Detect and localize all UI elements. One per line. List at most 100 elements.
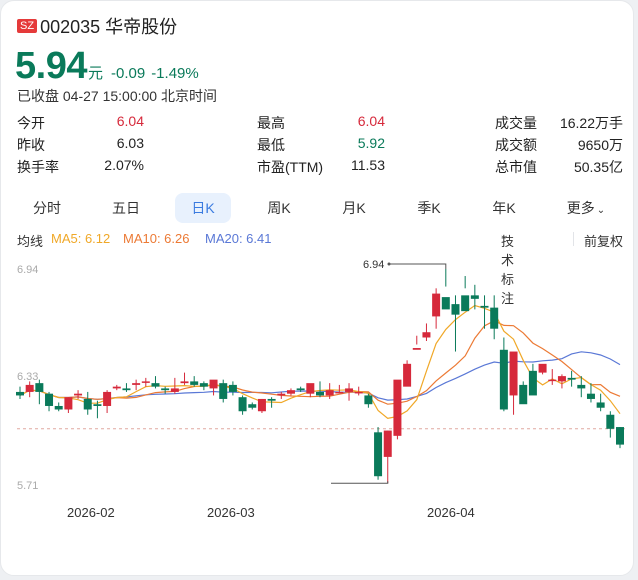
stat-value: 11.53 (351, 157, 385, 173)
candle-body (228, 384, 237, 392)
candle-body (151, 383, 160, 387)
tab-more[interactable]: 更多 ⌄ (556, 193, 616, 223)
stat-label: 最高 (257, 115, 285, 131)
stat-label: 成交额 (495, 137, 537, 153)
y-tick-label: 6.33 (17, 371, 38, 383)
stats-grid: 今开 6.04 最高 6.04 成交量 16.22万手 昨收 6.03 最低 5… (17, 113, 623, 179)
stat-label: 昨收 (17, 137, 45, 153)
stock-title[interactable]: 002035 华帝股份 (40, 17, 178, 37)
candle-body (490, 307, 499, 329)
candle-body (422, 332, 431, 338)
stats-row: 昨收 6.03 最低 5.92 成交额 9650万 (17, 135, 623, 157)
x-tick-label: 2026-04 (427, 505, 475, 520)
candle-body (296, 388, 305, 391)
candle-body (219, 383, 228, 399)
adjust-toggle[interactable]: 前复权 (584, 234, 624, 249)
y-tick-label: 5.71 (17, 480, 38, 492)
candle-body (451, 304, 460, 315)
tab-five-day[interactable]: 五日 (112, 200, 140, 216)
low-marker-line (331, 481, 389, 484)
tech-annotation-label: 技术标注 (501, 234, 515, 306)
candle-body (122, 388, 131, 391)
exchange-badge: SZ (17, 19, 38, 33)
ma5-value: MA5: 6.12 (51, 231, 111, 246)
candle-body (238, 397, 247, 412)
candle-body (248, 404, 257, 408)
candle-body (306, 383, 315, 394)
candle-body (54, 405, 63, 410)
candle-body (180, 381, 189, 384)
candle-body (393, 379, 402, 436)
candle-body (345, 388, 354, 392)
candle-body (383, 430, 392, 457)
kline-chart[interactable]: 6.94 6.33 5.71 6.94 (1, 253, 635, 503)
chevron-down-icon: ⌄ (596, 205, 606, 216)
price-unit: 元 (87, 65, 103, 82)
stats-row: 换手率 2.07% 市盈(TTM) 11.53 总市值 50.35亿 (17, 157, 623, 179)
candle-body (528, 370, 537, 396)
candle-body (586, 393, 595, 399)
high-marker-label: 6.94 (363, 259, 384, 271)
price-change-pct: -1.49% (151, 65, 199, 82)
ma20-value: MA20: 6.41 (205, 231, 272, 246)
price-row: 5.94 元 -0.09 -1.49% (15, 45, 199, 88)
candle-body (141, 381, 150, 383)
stat-value: 6.04 (357, 113, 385, 129)
candle-body (364, 395, 373, 405)
candle-body (557, 376, 566, 382)
candle-body (161, 388, 170, 391)
candle-body (461, 295, 470, 312)
market-status: 已收盘 04-27 15:00:00 北京时间 (17, 88, 217, 104)
candle-body (538, 363, 547, 373)
candle-body (412, 348, 421, 350)
candle-body (74, 393, 83, 396)
tab-weekly-k[interactable]: 周K (267, 200, 291, 216)
candle-body (441, 297, 450, 310)
candle-body (103, 391, 112, 406)
stat-value: 5.92 (357, 135, 385, 151)
candle-body (519, 384, 528, 405)
x-tick-label: 2026-03 (207, 505, 255, 520)
candle-body (170, 388, 179, 392)
candle-body (509, 351, 518, 396)
candle-body (567, 377, 576, 380)
tab-yearly-k[interactable]: 年K (492, 200, 516, 216)
stat-value: 6.03 (116, 135, 144, 151)
candle-body (16, 391, 24, 396)
candle-body (25, 384, 34, 392)
ma-legend: 均线 MA5: 6.12 MA10: 6.26 MA20: 6.41 ⌣ 技术标… (17, 231, 625, 306)
stat-value: 2.07% (104, 157, 144, 173)
ma-label: 均线 (17, 234, 44, 249)
candle-body (45, 393, 54, 406)
candle-body (190, 381, 199, 385)
stat-label: 成交量 (495, 115, 537, 131)
stat-label: 最低 (257, 137, 285, 153)
candle-body (83, 398, 92, 410)
tab-monthly-k[interactable]: 月K (342, 200, 366, 216)
tab-daily-k[interactable]: 日K (175, 193, 231, 223)
ma10-value: MA10: 6.26 (123, 231, 190, 246)
candle-body (267, 398, 276, 401)
candle-body (35, 383, 44, 392)
candle-body (374, 432, 383, 477)
candle-body (403, 363, 412, 387)
stat-label: 今开 (17, 115, 45, 131)
tab-intraday[interactable]: 分时 (33, 200, 61, 216)
stat-label: 总市值 (495, 159, 537, 175)
candle-body (257, 398, 266, 412)
candle-body (209, 379, 218, 389)
candle-body (335, 391, 344, 394)
tab-quarterly-k[interactable]: 季K (417, 200, 441, 216)
candle-body (470, 295, 479, 299)
candle-body (480, 305, 489, 308)
candle-body (606, 414, 615, 429)
candle-body (316, 391, 324, 396)
candle-body (277, 393, 286, 396)
candle-body (286, 390, 295, 394)
price-change: -0.09 (110, 65, 146, 82)
stat-value: 6.04 (116, 113, 144, 129)
stat-value: 50.35亿 (573, 159, 623, 175)
more-label: 更多 (566, 200, 595, 216)
y-tick-label: 6.94 (17, 264, 38, 276)
